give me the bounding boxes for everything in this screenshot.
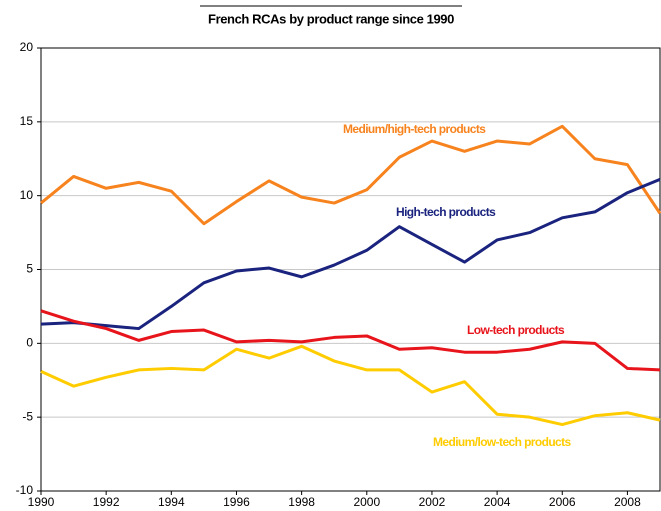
plot-border xyxy=(40,47,661,492)
y-tick-label: -5 xyxy=(22,409,33,423)
x-tick-label: 1994 xyxy=(158,495,185,509)
series-line xyxy=(40,309,661,372)
x-tick-label: 2000 xyxy=(353,495,380,509)
x-tick-label: 2008 xyxy=(614,495,641,509)
y-tick-label: 0 xyxy=(26,336,33,350)
series-label: High-tech products xyxy=(396,205,496,219)
series-line xyxy=(40,178,661,331)
x-tick-label: 2002 xyxy=(419,495,446,509)
series-label: Low-tech products xyxy=(467,323,565,337)
x-tick-label: 1990 xyxy=(28,495,55,509)
y-tick-label: 10 xyxy=(20,188,34,202)
series-label: Medium/low-tech products xyxy=(433,435,572,449)
chart-title: French RCAs by product range since 1990 xyxy=(208,11,454,26)
x-tick-label: 2004 xyxy=(484,495,511,509)
series-line xyxy=(40,344,661,427)
y-tick-label: 20 xyxy=(20,40,34,54)
x-tick-label: 1996 xyxy=(223,495,250,509)
series-label: Medium/high-tech products xyxy=(343,122,486,136)
y-tick-label: 15 xyxy=(20,114,34,128)
y-tick-label: 5 xyxy=(26,262,33,276)
x-tick-label: 1998 xyxy=(288,495,315,509)
y-tick-label: -10 xyxy=(16,483,34,497)
x-tick-label: 2006 xyxy=(549,495,576,509)
x-tick-label: 1992 xyxy=(93,495,120,509)
series-line xyxy=(40,124,661,226)
